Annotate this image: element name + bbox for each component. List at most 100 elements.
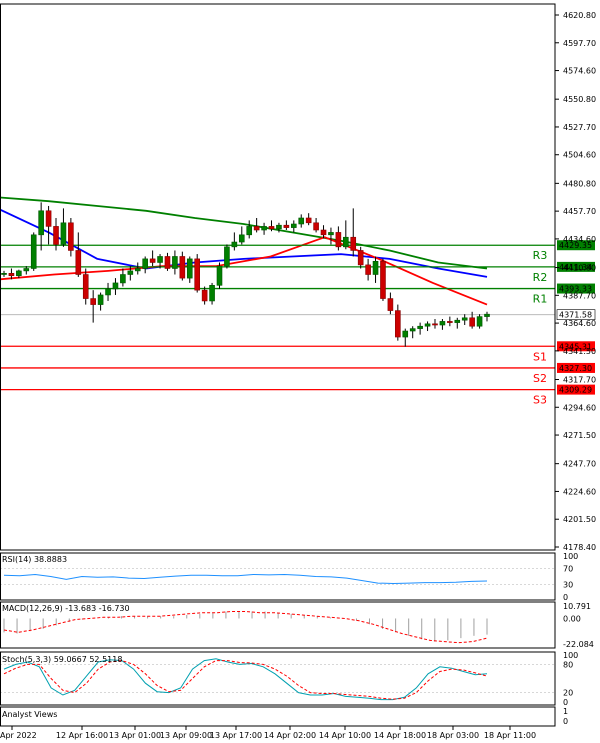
candle[interactable] (157, 254, 163, 269)
candle[interactable] (246, 220, 253, 239)
candle[interactable] (30, 232, 37, 271)
bearish-candle-body (380, 260, 386, 299)
candle[interactable] (387, 292, 394, 315)
candle[interactable] (209, 282, 215, 305)
analyst-views-title: Analyst Views (2, 710, 57, 719)
candle[interactable] (365, 258, 371, 281)
price-tick-label: 4527.70 (563, 123, 596, 132)
candle[interactable] (82, 268, 89, 305)
price-tick-label: 4294.60 (563, 403, 596, 412)
candle[interactable] (350, 208, 357, 257)
candle[interactable] (45, 205, 52, 245)
candle[interactable] (120, 268, 126, 287)
price-tick-label: 4341.50 (563, 347, 596, 356)
bullish-candle-body (172, 256, 178, 269)
bullish-candle-body (157, 256, 163, 263)
bearish-candle-body (395, 310, 401, 338)
candle[interactable] (276, 222, 282, 233)
candle[interactable] (97, 292, 104, 311)
candle[interactable] (112, 278, 119, 295)
candle[interactable] (179, 251, 186, 281)
candle[interactable] (469, 311, 475, 329)
bullish-candle-body (246, 226, 253, 236)
candle[interactable] (149, 250, 156, 267)
candle[interactable] (164, 252, 171, 271)
candle[interactable] (231, 232, 238, 251)
candle[interactable] (16, 269, 22, 279)
candle[interactable] (290, 220, 297, 233)
candle[interactable] (8, 268, 15, 280)
candle[interactable] (201, 286, 208, 305)
candle[interactable] (409, 326, 416, 339)
candle[interactable] (328, 227, 334, 245)
candlesticks[interactable] (1, 202, 490, 347)
level-price-tag (557, 283, 595, 294)
price-tick-label: 4271.50 (563, 431, 596, 440)
candle[interactable] (395, 304, 401, 341)
level-price-value: 4429.35 (559, 241, 592, 250)
candle[interactable] (439, 319, 446, 330)
analyst-views-tick-label: 1 (563, 707, 568, 716)
candle[interactable] (38, 202, 44, 251)
level-price-value: 4393.33 (559, 285, 592, 294)
bearish-candle-body (320, 229, 327, 236)
bearish-candle-body (53, 226, 59, 245)
bearish-candle-body (387, 298, 394, 311)
level-price-tag (557, 362, 595, 373)
grid-lines (0, 567, 555, 693)
red-moving-average (0, 236, 488, 306)
bullish-candle-body (298, 217, 305, 225)
candle[interactable] (417, 322, 423, 335)
candle[interactable] (68, 217, 74, 257)
candle[interactable] (253, 217, 260, 233)
level-label-s1: S1 (533, 350, 547, 363)
price-tick-label: 4247.70 (563, 460, 596, 469)
candle[interactable] (402, 328, 409, 347)
candle[interactable] (186, 256, 193, 283)
candle[interactable] (424, 321, 431, 332)
candle[interactable] (172, 250, 178, 275)
candle[interactable] (268, 220, 275, 232)
candle[interactable] (142, 256, 148, 274)
candle[interactable] (357, 246, 364, 269)
candle[interactable] (60, 208, 67, 247)
candle[interactable] (461, 314, 468, 326)
bearish-candle-body (201, 289, 208, 302)
panel-frames (0, 3, 556, 727)
candle[interactable] (372, 256, 379, 283)
candle[interactable] (105, 282, 111, 301)
bullish-candle-body (461, 317, 468, 321)
candle[interactable] (134, 262, 141, 275)
price-tick-label: 4364.60 (563, 319, 596, 328)
candle[interactable] (283, 220, 290, 231)
candle[interactable] (432, 319, 438, 329)
candle[interactable] (127, 266, 134, 281)
bearish-candle-body (469, 317, 475, 327)
candle[interactable] (447, 316, 453, 327)
candle[interactable] (224, 244, 230, 269)
candle[interactable] (90, 290, 96, 323)
candle[interactable] (343, 220, 349, 250)
candle[interactable] (261, 222, 267, 235)
price-tick-label: 4504.60 (563, 151, 596, 160)
candle[interactable] (75, 232, 82, 277)
candle[interactable] (313, 217, 319, 233)
candle[interactable] (335, 226, 342, 251)
candle[interactable] (23, 266, 30, 275)
candle[interactable] (484, 311, 490, 322)
bullish-candle-body (30, 234, 37, 269)
candle[interactable] (476, 314, 483, 329)
candle[interactable] (298, 214, 305, 228)
candle[interactable] (194, 254, 200, 293)
candle[interactable] (53, 217, 59, 251)
candle[interactable] (216, 262, 223, 289)
candle[interactable] (305, 213, 312, 226)
candle[interactable] (380, 258, 386, 301)
candle[interactable] (238, 226, 245, 245)
time-tick-label: 18 Apr 03:00 (427, 731, 479, 740)
candle[interactable] (1, 270, 7, 277)
candle[interactable] (454, 317, 461, 329)
candle[interactable] (320, 225, 327, 239)
